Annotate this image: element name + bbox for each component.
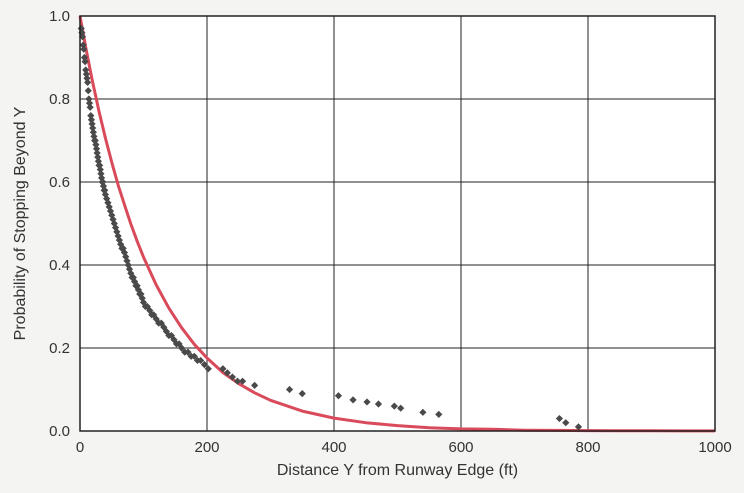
data-point — [238, 377, 247, 385]
y-tick-label: 1.0 — [49, 8, 70, 25]
x-tick-label: 800 — [575, 439, 600, 456]
data-point — [127, 269, 135, 277]
data-point — [167, 331, 176, 340]
data-point — [97, 170, 105, 178]
data-point — [390, 402, 398, 410]
data-point — [108, 211, 116, 219]
data-point — [137, 290, 145, 298]
x-tick-label: 400 — [321, 439, 346, 456]
data-point — [150, 311, 158, 319]
data-point — [178, 344, 186, 352]
data-point — [99, 178, 107, 186]
curve-layer — [78, 15, 715, 433]
data-point — [251, 381, 259, 389]
data-point — [125, 265, 134, 273]
data-point — [419, 408, 427, 416]
y-tick-labels: 0.0 0.2 0.4 0.6 0.8 1.0 — [49, 8, 70, 440]
data-point — [285, 385, 294, 394]
x-tick-label: 0 — [76, 439, 84, 456]
data-point — [83, 74, 91, 82]
data-point — [86, 103, 94, 111]
y-tick-label: 0.6 — [49, 174, 70, 191]
data-point — [162, 327, 170, 335]
data-point — [204, 365, 212, 373]
data-point — [374, 400, 383, 408]
data-point — [92, 141, 100, 149]
data-point — [175, 340, 183, 348]
data-point — [334, 392, 343, 400]
data-point — [363, 398, 371, 406]
x-tick-label: 200 — [194, 439, 219, 456]
data-point — [84, 87, 92, 95]
data-point — [84, 78, 92, 86]
data-point — [78, 29, 86, 37]
x-tick-label: 1000 — [698, 439, 731, 456]
data-point — [349, 396, 357, 404]
y-tick-label: 0.8 — [49, 91, 70, 108]
y-tick-label: 0.2 — [49, 340, 70, 357]
grid — [80, 16, 715, 431]
x-tick-label: 600 — [448, 439, 473, 456]
data-point — [200, 361, 209, 369]
x-tick-labels: 0 200 400 600 800 1000 — [76, 439, 732, 456]
data-point — [555, 414, 564, 423]
data-point — [146, 307, 154, 315]
data-point — [223, 369, 231, 377]
data-point — [81, 58, 89, 66]
data-point — [298, 390, 306, 398]
y-axis-label: Probability of Stopping Beyond Y — [12, 106, 29, 340]
data-point — [123, 257, 131, 265]
data-point — [117, 240, 125, 248]
data-point — [435, 410, 443, 418]
fitted-curve — [78, 15, 715, 433]
data-point — [184, 348, 192, 356]
data-point — [134, 286, 143, 294]
y-tick-label: 0.0 — [49, 423, 70, 440]
data-point — [131, 278, 139, 286]
data-point — [139, 298, 148, 306]
data-point — [85, 95, 93, 103]
data-point — [562, 419, 570, 427]
data-point — [233, 377, 242, 385]
data-point — [197, 356, 205, 365]
data-point — [157, 319, 165, 327]
data-point — [397, 404, 405, 412]
data-point — [574, 423, 583, 431]
points-layer — [77, 24, 583, 431]
x-axis-label: Distance Y from Runway Edge (ft) — [277, 462, 518, 479]
data-point — [190, 352, 198, 360]
plot-frame — [79, 15, 716, 432]
data-point — [228, 373, 236, 381]
plot-area — [80, 16, 715, 431]
data-point — [80, 45, 88, 53]
y-tick-label: 0.4 — [49, 257, 70, 274]
data-point — [219, 365, 227, 373]
